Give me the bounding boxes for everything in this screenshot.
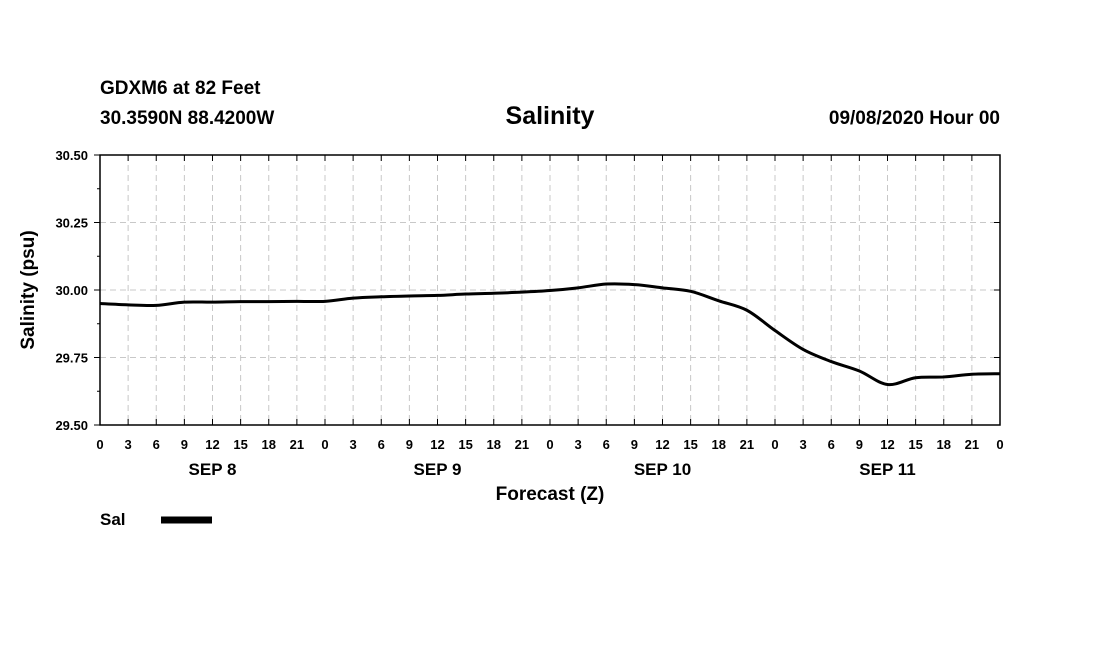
x-tick-label: 9: [856, 437, 863, 452]
x-tick-label: 12: [880, 437, 894, 452]
station-label: GDXM6 at 82 Feet: [100, 78, 261, 99]
x-tick-label: 15: [908, 437, 922, 452]
day-label: SEP 9: [414, 460, 462, 479]
x-tick-label: 6: [378, 437, 385, 452]
coords-label: 30.3590N 88.4200W: [100, 108, 274, 129]
x-tick-label: 0: [321, 437, 328, 452]
day-labels: SEP 8 SEP 9 SEP 10 SEP 11: [189, 460, 916, 479]
x-tick-label: 15: [683, 437, 697, 452]
x-tick-label: 3: [575, 437, 582, 452]
x-tick-label: 6: [603, 437, 610, 452]
series-lines: [99, 282, 1001, 387]
x-tick-label: 3: [125, 437, 132, 452]
legend-label: Sal: [100, 510, 126, 529]
x-tick-label: 12: [205, 437, 219, 452]
series-line-sal: [99, 282, 1001, 387]
x-tick-label: 21: [965, 437, 979, 452]
x-tick-label: 0: [771, 437, 778, 452]
y-axis-ticks: 30.50 30.25 30.00 29.75 29.50: [55, 148, 1000, 433]
x-tick-label: 3: [350, 437, 357, 452]
day-label: SEP 10: [634, 460, 691, 479]
y-tick-label: 30.50: [55, 148, 88, 163]
x-tick-label: 21: [740, 437, 754, 452]
x-tick-label: 15: [233, 437, 247, 452]
plot-frame: [99, 154, 1001, 426]
x-tick-label: 3: [800, 437, 807, 452]
x-tick-label: 6: [828, 437, 835, 452]
x-tick-label: 12: [655, 437, 669, 452]
y-tick-label: 29.50: [55, 418, 88, 433]
x-tick-label: 0: [96, 437, 103, 452]
x-tick-label: 18: [712, 437, 726, 452]
x-tick-label: 21: [515, 437, 529, 452]
x-tick-label: 9: [181, 437, 188, 452]
y-tick-label: 30.25: [55, 216, 88, 231]
x-tick-label: 0: [546, 437, 553, 452]
x-tick-label: 21: [290, 437, 304, 452]
y-tick-label: 29.75: [55, 351, 88, 366]
x-axis-label: Forecast (Z): [496, 484, 605, 505]
x-tick-label: 9: [631, 437, 638, 452]
day-label: SEP 8: [189, 460, 237, 479]
x-tick-label: 18: [262, 437, 276, 452]
x-tick-label: 18: [937, 437, 951, 452]
x-tick-label: 15: [458, 437, 472, 452]
grid-lines: [100, 155, 1000, 425]
day-label: SEP 11: [859, 460, 915, 479]
x-tick-label: 6: [153, 437, 160, 452]
x-tick-label: 12: [430, 437, 444, 452]
x-tick-label: 18: [487, 437, 501, 452]
x-axis-ticks: 0 3 6 9 12 15 18 21 0 3 6 9 12 15 18 21 0 3 6 9 12 15 18 21 0 3 6 9…: [96, 155, 1004, 452]
forecast-datetime: 09/08/2020 Hour 00: [829, 108, 1000, 129]
x-tick-label: 9: [406, 437, 413, 452]
legend: Sal: [100, 510, 212, 529]
x-tick-label: 0: [996, 437, 1003, 452]
y-tick-label: 30.00: [55, 283, 88, 298]
y-axis-label: Salinity (psu): [18, 230, 39, 349]
chart-title: Salinity: [506, 102, 595, 130]
